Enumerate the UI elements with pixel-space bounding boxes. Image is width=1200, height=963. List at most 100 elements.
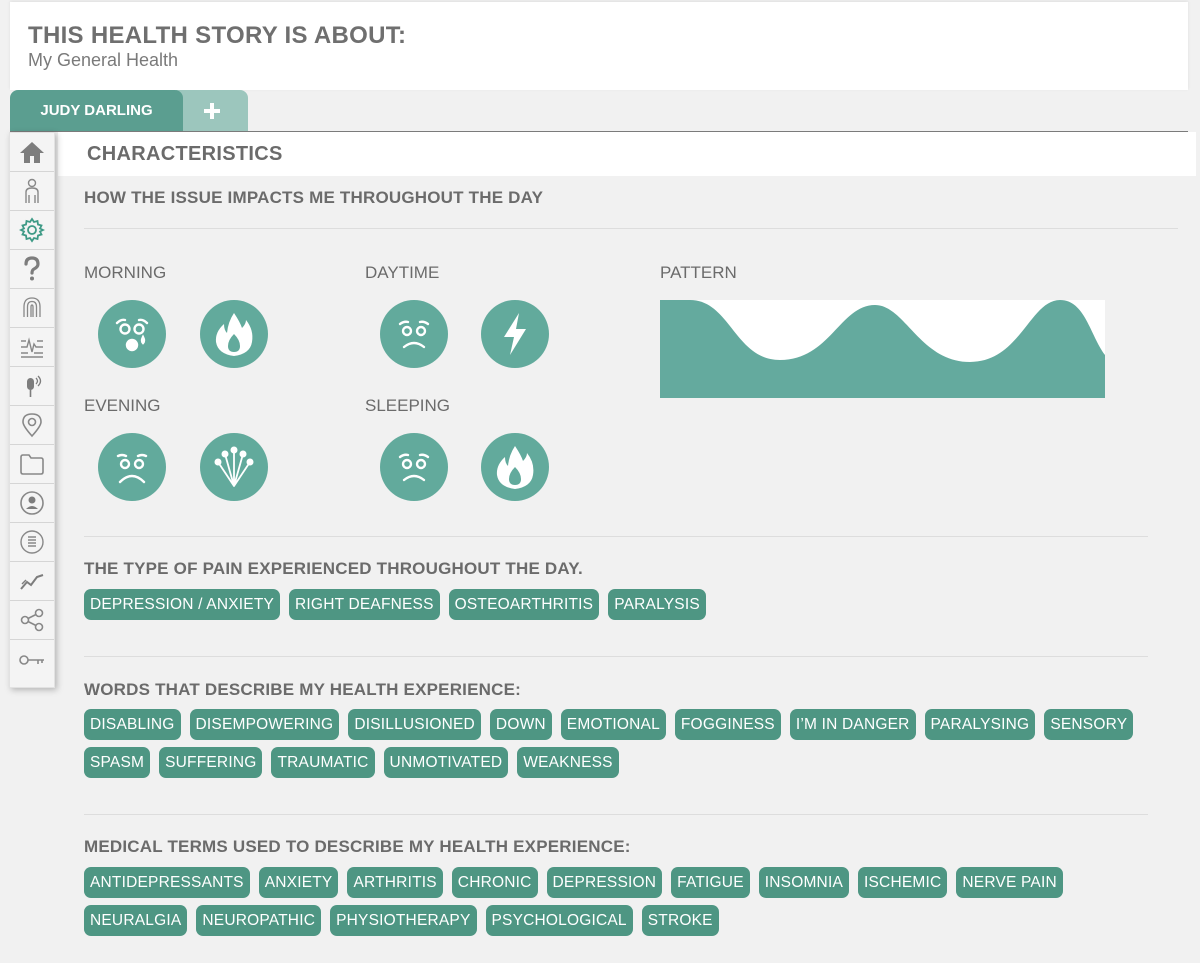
daytime-mood (380, 300, 448, 368)
sidebar-item-characteristics[interactable] (10, 211, 54, 250)
tag[interactable]: DISABLING (84, 709, 181, 740)
tab-divider (10, 131, 1188, 132)
daytime-pain (481, 300, 549, 368)
flame-icon (215, 313, 253, 356)
tag[interactable]: DOWN (489, 709, 552, 740)
section-header: CHARACTERISTICS (58, 132, 1196, 176)
sidebar-item-lines[interactable] (10, 328, 54, 367)
pattern-label: PATTERN (660, 263, 737, 282)
fingerprint-icon (23, 297, 41, 317)
evening-pain (200, 433, 268, 501)
key-icon (19, 654, 44, 665)
words-heading: WORDS THAT DESCRIBE MY HEALTH EXPERIENCE… (84, 680, 522, 699)
tag[interactable]: DISILLUSIONED (348, 709, 481, 740)
tag[interactable]: EMOTIONAL (560, 709, 666, 740)
tag[interactable]: SENSORY (1044, 709, 1134, 740)
tag[interactable]: DEPRESSION (546, 867, 663, 898)
tag[interactable]: ISCHEMIC (858, 867, 948, 898)
body-icon (25, 178, 39, 203)
divider (84, 228, 1178, 229)
sidebar-item-folder[interactable] (10, 445, 54, 484)
pins-icon (214, 446, 254, 487)
lines-icon (21, 337, 43, 358)
add-tab-button[interactable] (176, 90, 248, 131)
tag[interactable]: PARALYSING (924, 709, 1036, 740)
tag[interactable]: FATIGUE (671, 867, 750, 898)
tag[interactable]: PARALYSIS (608, 589, 706, 620)
sleeping-label: SLEEPING (365, 396, 451, 415)
sidebar (9, 132, 55, 688)
pain-type-tags: DEPRESSION / ANXIETY RIGHT DEAFNESS OSTEOA… (84, 589, 1148, 620)
evening-label: EVENING (84, 396, 161, 415)
story-subject: My General Health (28, 50, 179, 70)
tag[interactable]: NEURALGIA (84, 905, 188, 936)
tag[interactable]: INSOMNIA (758, 867, 849, 898)
sleeping-mood (380, 433, 448, 501)
impact-heading: HOW THE ISSUE IMPACTS ME THROUGHOUT THE … (84, 188, 544, 207)
sidebar-item-location[interactable] (10, 406, 54, 445)
tab-judy-darling[interactable]: JUDY DARLING (10, 90, 183, 131)
home-icon (20, 142, 44, 163)
folder-icon (20, 454, 44, 475)
divider (84, 814, 1148, 815)
sleeping-pain (481, 433, 549, 501)
divider (84, 656, 1148, 657)
medical-heading: MEDICAL TERMS USED TO DESCRIBE MY HEALTH… (84, 837, 631, 856)
story-header: THIS HEALTH STORY IS ABOUT: My General H… (10, 2, 1188, 90)
microphone-icon (27, 375, 42, 397)
tag[interactable]: DEPRESSION / ANXIETY (84, 589, 281, 620)
medical-tags: ANTIDEPRESSANTS ANXIETY ARTHRITIS CHRONIC DE… (84, 867, 1084, 936)
morning-pain (200, 300, 268, 368)
tag[interactable]: WEAKNESS (517, 747, 619, 778)
tag[interactable]: PHYSIOTHERAPY (330, 905, 477, 936)
tag[interactable]: UNMOTIVATED (383, 747, 509, 778)
tag[interactable]: FOGGINESS (674, 709, 781, 740)
sidebar-item-questions[interactable] (10, 250, 54, 289)
sidebar-item-profile[interactable] (10, 484, 54, 523)
tag[interactable]: OSTEOARTHRITIS (448, 589, 600, 620)
sidebar-item-trend[interactable] (10, 562, 54, 601)
list-circle-icon (20, 530, 44, 554)
tag[interactable]: SPASM (84, 747, 151, 778)
flame-icon (496, 446, 534, 489)
tag[interactable]: PSYCHOLOGICAL (485, 905, 633, 936)
tag[interactable]: DISEMPOWERING (189, 709, 340, 740)
sidebar-item-fingerprint[interactable] (10, 289, 54, 328)
trend-icon (20, 574, 44, 590)
section-title: CHARACTERISTICS (87, 143, 283, 165)
sidebar-item-list[interactable] (10, 523, 54, 562)
tag[interactable]: I’M IN DANGER (789, 709, 916, 740)
plus-icon (204, 102, 220, 119)
divider (84, 536, 1148, 537)
evening-mood (98, 433, 166, 501)
morning-mood (98, 300, 166, 368)
sidebar-item-key[interactable] (10, 640, 54, 679)
sidebar-item-body[interactable] (10, 172, 54, 211)
tag[interactable]: CHRONIC (451, 867, 538, 898)
tag[interactable]: NERVE PAIN (956, 867, 1063, 898)
location-pin-icon (22, 413, 42, 438)
sidebar-item-home[interactable] (10, 133, 54, 172)
tag[interactable]: RIGHT DEAFNESS (289, 589, 440, 620)
tag[interactable]: STROKE (641, 905, 719, 936)
tag[interactable]: TRAUMATIC (271, 747, 375, 778)
sad-face-icon (116, 453, 148, 484)
tag[interactable]: SUFFERING (159, 747, 263, 778)
worried-face-icon (398, 453, 430, 482)
user-circle-icon (20, 491, 44, 515)
daytime-label: DAYTIME (365, 263, 440, 282)
tag[interactable]: ARTHRITIS (347, 867, 443, 898)
morning-label: MORNING (84, 263, 167, 282)
tag[interactable]: NEUROPATHIC (196, 905, 322, 936)
pain-types-heading: THE TYPE OF PAIN EXPERIENCED THROUGHOUT … (84, 559, 583, 578)
pattern-wave (660, 300, 1105, 398)
tag[interactable]: ANXIETY (258, 867, 339, 898)
worried-face-icon (398, 320, 430, 349)
crying-face-icon (115, 318, 149, 352)
sidebar-item-share[interactable] (10, 601, 54, 640)
share-icon (20, 608, 44, 632)
sidebar-item-microphone[interactable] (10, 367, 54, 406)
tag[interactable]: ANTIDEPRESSANTS (84, 867, 250, 898)
question-icon (24, 256, 40, 281)
word-tags: DISABLING DISEMPOWERING DISILLUSIONED DOWN E… (84, 709, 1148, 778)
